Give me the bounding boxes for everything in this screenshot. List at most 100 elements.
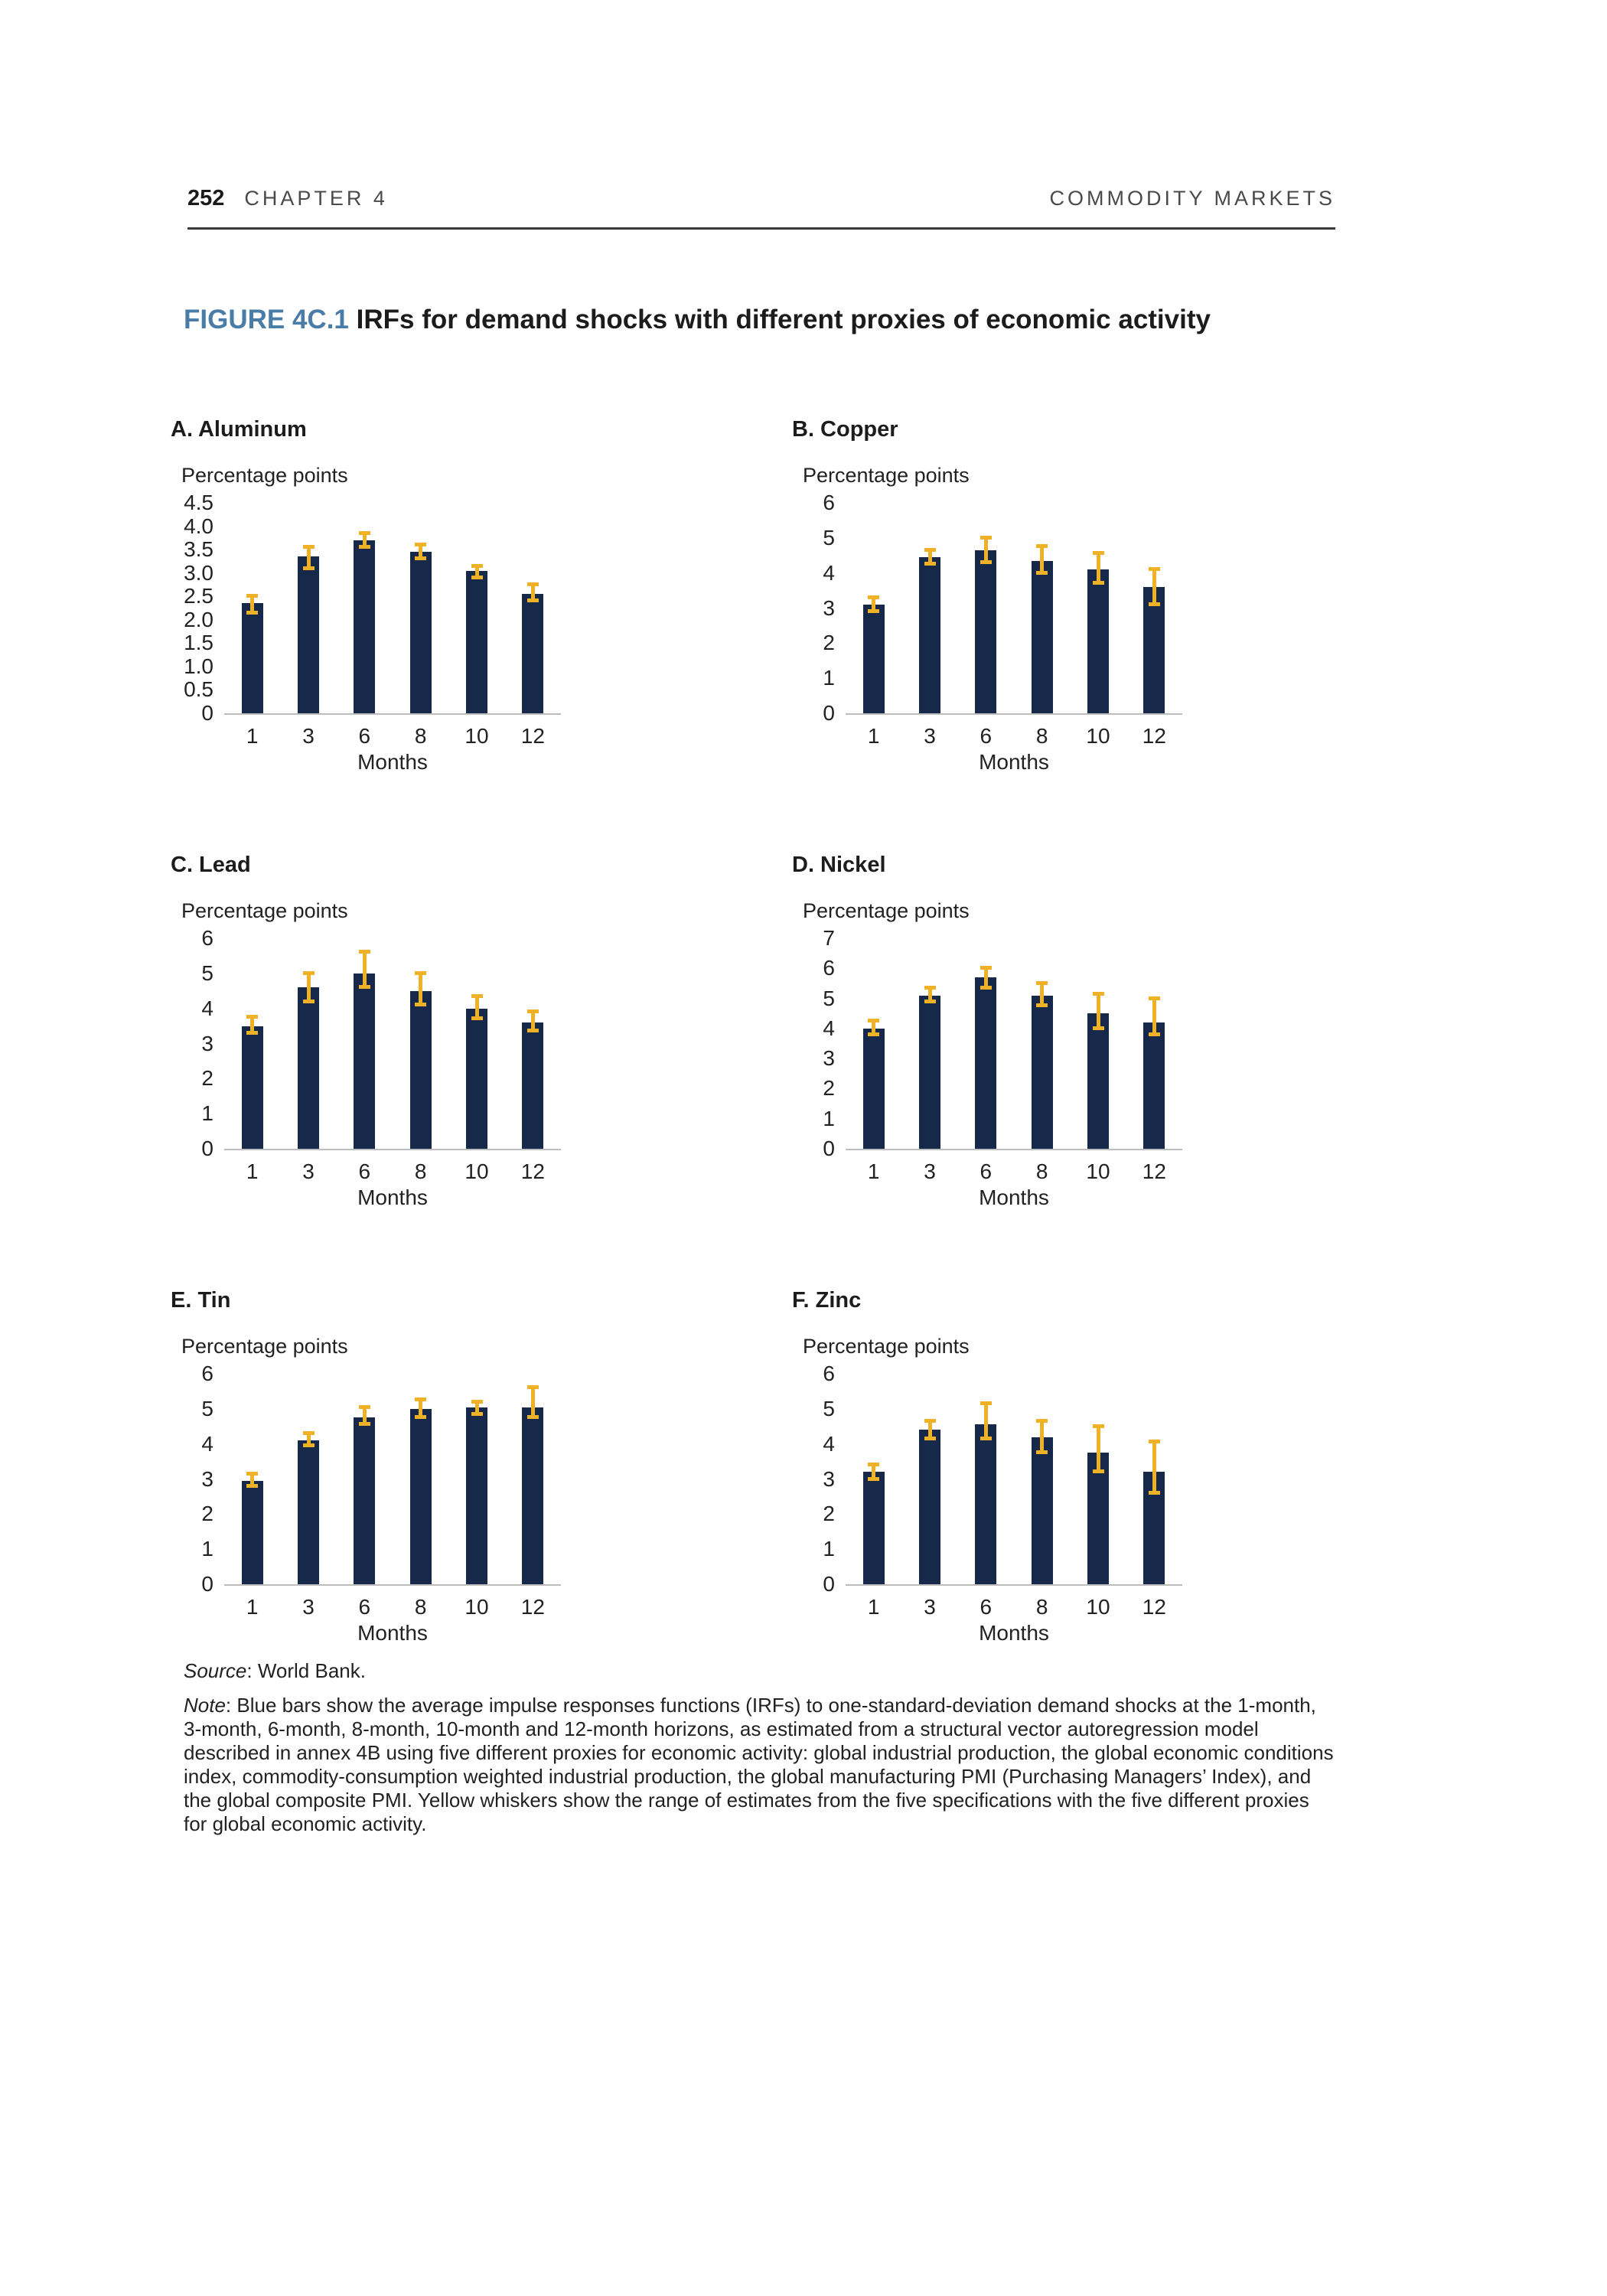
whisker-cap-top bbox=[246, 1471, 259, 1476]
bar bbox=[975, 977, 997, 1149]
bar bbox=[522, 1022, 544, 1149]
bar bbox=[298, 1440, 319, 1584]
x-tick-label: 6 bbox=[980, 724, 993, 748]
plot-area bbox=[224, 503, 561, 715]
whisker bbox=[1152, 569, 1156, 605]
y-axis-label: Percentage points bbox=[181, 464, 348, 487]
bar bbox=[919, 995, 940, 1149]
x-tick-label: 10 bbox=[1086, 1595, 1110, 1619]
whisker-cap-top bbox=[1036, 544, 1048, 549]
whisker bbox=[250, 1473, 255, 1486]
bar bbox=[354, 1417, 376, 1584]
plot-area bbox=[846, 938, 1182, 1150]
bar bbox=[1143, 587, 1165, 713]
bar bbox=[862, 604, 885, 713]
whisker-cap-bottom bbox=[1036, 1450, 1048, 1455]
bar bbox=[1087, 1453, 1109, 1584]
y-tick-label: 5 bbox=[823, 525, 835, 550]
whisker bbox=[983, 537, 988, 563]
note-label: Note bbox=[184, 1694, 226, 1717]
figure-title-text: IRFs for demand shocks with different pr… bbox=[356, 305, 1211, 334]
whisker-cap-bottom bbox=[302, 999, 315, 1003]
x-axis-title: Months bbox=[357, 1186, 428, 1209]
whisker bbox=[983, 968, 988, 988]
chart-panel-zinc: F. Zinc Percentage points 0 1 2 3 4 5 6 1 3 6 8 10 1… bbox=[792, 1288, 1259, 1662]
bar-chart: 0 1 2 3 4 5 6 1 3 6 8 10 12 Months bbox=[792, 1360, 1259, 1662]
whisker-cap-bottom bbox=[246, 1483, 259, 1488]
y-tick-label: 0 bbox=[823, 701, 835, 725]
plot-area bbox=[846, 1374, 1182, 1586]
bar bbox=[1143, 1022, 1165, 1149]
whisker-cap-bottom bbox=[868, 609, 880, 614]
whisker-cap-top bbox=[302, 545, 315, 550]
whisker bbox=[927, 987, 932, 1002]
y-tick-label: 0.5 bbox=[184, 677, 214, 702]
bar bbox=[975, 1424, 997, 1584]
chart-panel-tin: E. Tin Percentage points 0 1 2 3 4 5 6 1 3 6 8 10 12… bbox=[171, 1288, 637, 1662]
bar bbox=[409, 552, 432, 713]
x-tick-label: 3 bbox=[302, 724, 315, 748]
x-tick-label: 12 bbox=[520, 1159, 545, 1183]
whisker bbox=[306, 1433, 311, 1446]
header-rule bbox=[187, 227, 1335, 230]
bar bbox=[298, 987, 319, 1149]
y-tick-label: 0 bbox=[201, 701, 214, 725]
whisker-cap-bottom bbox=[526, 1029, 539, 1033]
x-tick-label: 10 bbox=[1086, 724, 1110, 748]
y-tick-label: 2 bbox=[823, 1076, 835, 1101]
y-tick-label: 7 bbox=[823, 926, 835, 950]
y-tick-label: 5 bbox=[201, 960, 214, 985]
y-axis: 0 1 2 3 4 5 6 bbox=[792, 1362, 835, 1596]
panel-title: E. Tin bbox=[171, 1288, 231, 1313]
whisker-cap-top bbox=[980, 966, 992, 970]
x-tick-label: 8 bbox=[1035, 1595, 1048, 1619]
figure-label: FIGURE 4C.1 bbox=[184, 305, 349, 334]
whisker-cap-bottom bbox=[924, 999, 936, 1003]
plot-area bbox=[846, 503, 1182, 715]
whisker bbox=[362, 1407, 367, 1425]
chart-grid: A. Aluminum Percentage points 0 0.5 1.0 1.5… bbox=[171, 417, 1413, 1662]
y-tick-label: 6 bbox=[823, 491, 835, 514]
whisker-cap-bottom bbox=[1148, 1032, 1160, 1036]
y-tick-label: 4 bbox=[201, 1431, 214, 1456]
whisker bbox=[1152, 1442, 1156, 1493]
whisker-cap-top bbox=[924, 1418, 936, 1423]
y-tick-label: 4 bbox=[201, 996, 214, 1020]
y-tick-label: 6 bbox=[823, 1362, 835, 1385]
whisker-cap-top bbox=[302, 970, 315, 975]
x-tick-label: 10 bbox=[1086, 1159, 1110, 1183]
y-axis-label: Percentage points bbox=[181, 899, 348, 922]
x-tick-label: 8 bbox=[414, 724, 427, 748]
bar bbox=[522, 594, 544, 713]
y-tick-label: 5 bbox=[201, 1396, 214, 1420]
whisker-cap-bottom bbox=[868, 1032, 880, 1036]
y-tick-label: 6 bbox=[201, 926, 214, 950]
whisker bbox=[419, 1400, 423, 1418]
whisker bbox=[474, 566, 479, 578]
whisker-cap-top bbox=[1036, 1418, 1048, 1423]
x-tick-label: 1 bbox=[867, 1595, 880, 1619]
x-tick-label: 12 bbox=[520, 724, 545, 748]
whisker-cap-top bbox=[980, 1401, 992, 1405]
source-label: Source bbox=[184, 1659, 247, 1682]
whisker bbox=[927, 550, 932, 565]
y-tick-label: 2 bbox=[201, 1502, 214, 1526]
running-header: 252 CHAPTER 4 COMMODITY MARKETS bbox=[187, 186, 1335, 211]
whisker-cap-top bbox=[471, 993, 483, 998]
x-tick-label: 3 bbox=[924, 1159, 936, 1183]
x-tick-label: 3 bbox=[302, 1595, 315, 1619]
bar bbox=[1087, 1013, 1109, 1149]
whisker-cap-bottom bbox=[1036, 1003, 1048, 1008]
y-axis: 0 1 2 3 4 5 6 7 bbox=[792, 927, 835, 1160]
whisker-cap-top bbox=[415, 543, 427, 546]
whisker bbox=[530, 1012, 535, 1032]
whisker-cap-bottom bbox=[1036, 570, 1048, 575]
panel-title: C. Lead bbox=[171, 853, 251, 877]
whisker-cap-bottom bbox=[1092, 1469, 1104, 1474]
y-tick-label: 3 bbox=[823, 1046, 835, 1071]
bar bbox=[466, 1407, 487, 1584]
panel-title: D. Nickel bbox=[792, 853, 886, 877]
whisker bbox=[474, 1401, 479, 1414]
